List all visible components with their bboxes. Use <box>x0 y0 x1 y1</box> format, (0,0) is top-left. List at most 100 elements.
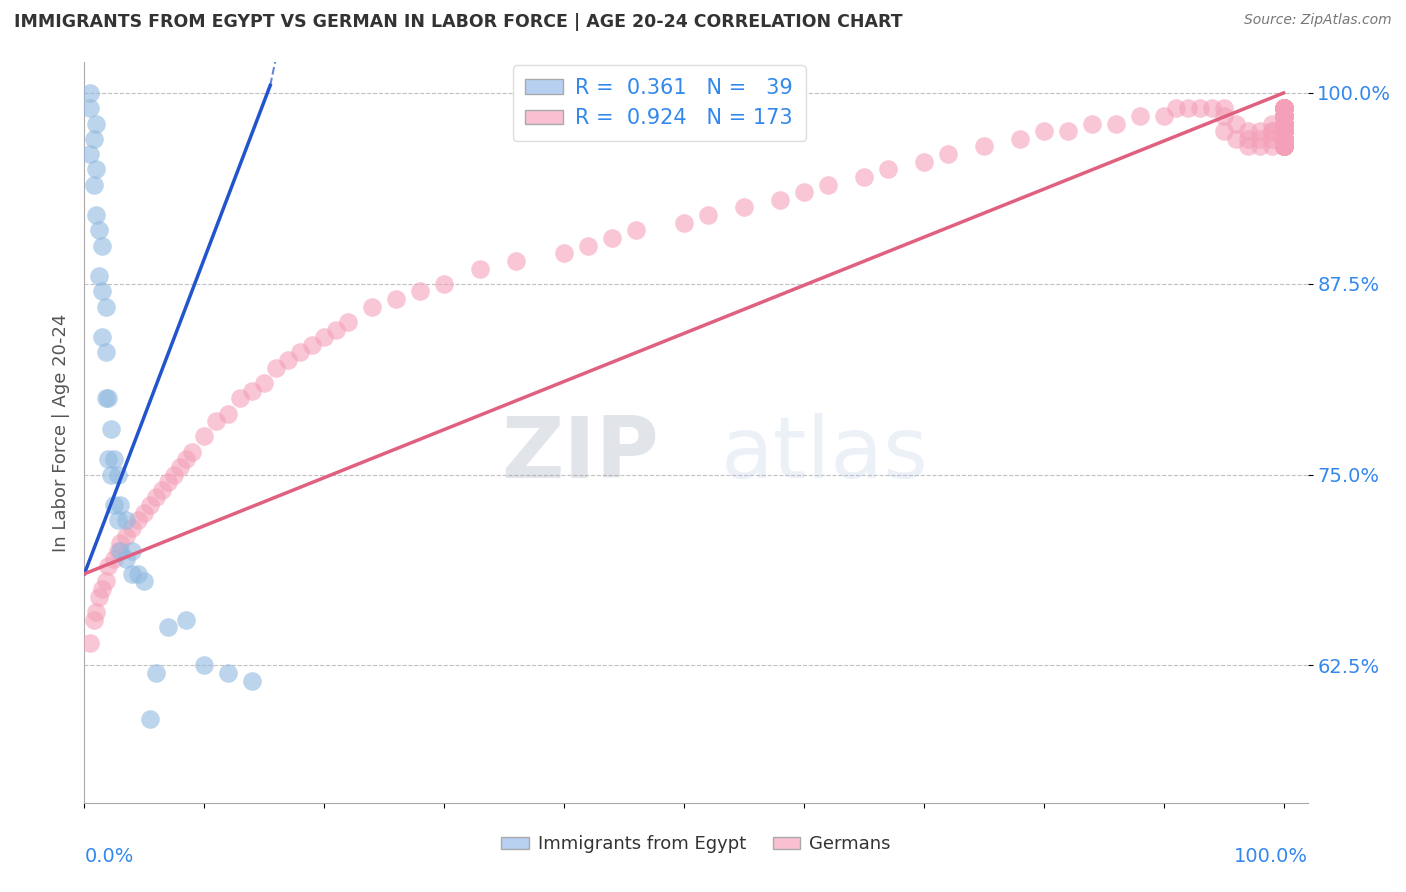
Point <box>79 101 101 115</box>
Point <box>121 544 143 558</box>
Point <box>91 285 114 299</box>
Point <box>1272 116 1295 130</box>
Point <box>1272 139 1295 153</box>
Point <box>1212 124 1234 138</box>
Point <box>174 613 197 627</box>
Point <box>264 360 287 375</box>
Point <box>87 223 110 237</box>
Point <box>193 658 215 673</box>
Point <box>409 285 432 299</box>
Point <box>1272 132 1295 146</box>
Text: Source: ZipAtlas.com: Source: ZipAtlas.com <box>1244 13 1392 28</box>
Point <box>1272 109 1295 123</box>
Point <box>107 544 129 558</box>
Point <box>1272 139 1295 153</box>
Point <box>769 193 792 207</box>
Point <box>1272 132 1295 146</box>
Point <box>1272 109 1295 123</box>
Point <box>110 544 132 558</box>
Point <box>1056 124 1078 138</box>
Point <box>1272 132 1295 146</box>
Point <box>468 261 491 276</box>
Point <box>94 300 117 314</box>
Point <box>1272 132 1295 146</box>
Text: 100.0%: 100.0% <box>1233 847 1308 866</box>
Point <box>1260 132 1282 146</box>
Point <box>83 178 105 192</box>
Point <box>1260 139 1282 153</box>
Point <box>1164 101 1187 115</box>
Point <box>1272 116 1295 130</box>
Point <box>127 566 149 581</box>
Point <box>277 353 299 368</box>
Point <box>240 673 263 688</box>
Point <box>1032 124 1054 138</box>
Point <box>1272 109 1295 123</box>
Point <box>1272 116 1295 130</box>
Point <box>1272 124 1295 138</box>
Point <box>624 223 647 237</box>
Point <box>1272 116 1295 130</box>
Point <box>576 238 599 252</box>
Point <box>1249 139 1271 153</box>
Point <box>1272 132 1295 146</box>
Point <box>1272 109 1295 123</box>
Point <box>1272 132 1295 146</box>
Point <box>1272 132 1295 146</box>
Point <box>86 116 108 130</box>
Point <box>1272 124 1295 138</box>
Point <box>1272 124 1295 138</box>
Point <box>733 201 755 215</box>
Point <box>1272 124 1295 138</box>
Point <box>1272 139 1295 153</box>
Point <box>145 491 167 505</box>
Point <box>110 498 132 512</box>
Point <box>1260 124 1282 138</box>
Point <box>150 483 173 497</box>
Point <box>1272 139 1295 153</box>
Point <box>1272 124 1295 138</box>
Point <box>1080 116 1102 130</box>
Point <box>1236 139 1258 153</box>
Point <box>1272 132 1295 146</box>
Text: 0.0%: 0.0% <box>84 847 134 866</box>
Point <box>1272 116 1295 130</box>
Point <box>1260 124 1282 138</box>
Point <box>1272 139 1295 153</box>
Point <box>115 551 138 566</box>
Point <box>1272 132 1295 146</box>
Point <box>1272 101 1295 115</box>
Point <box>100 422 122 436</box>
Point <box>1272 124 1295 138</box>
Point <box>127 513 149 527</box>
Point <box>79 635 101 649</box>
Point <box>157 620 180 634</box>
Point <box>1008 132 1031 146</box>
Point <box>1272 101 1295 115</box>
Point <box>97 559 120 574</box>
Point <box>301 338 323 352</box>
Point <box>1272 124 1295 138</box>
Point <box>385 292 408 306</box>
Point <box>103 498 125 512</box>
Point <box>79 86 101 100</box>
Point <box>174 452 197 467</box>
Point <box>1272 109 1295 123</box>
Point <box>134 574 156 589</box>
Point <box>1272 132 1295 146</box>
Point <box>169 460 191 475</box>
Point <box>1272 101 1295 115</box>
Point <box>553 246 575 260</box>
Point <box>181 444 204 458</box>
Point <box>1272 101 1295 115</box>
Point <box>86 208 108 222</box>
Point <box>852 169 875 184</box>
Point <box>1272 116 1295 130</box>
Point <box>1272 124 1295 138</box>
Point <box>107 513 129 527</box>
Point <box>1177 101 1199 115</box>
Legend: Immigrants from Egypt, Germans: Immigrants from Egypt, Germans <box>495 828 897 861</box>
Point <box>600 231 623 245</box>
Point <box>1212 101 1234 115</box>
Point <box>1201 101 1223 115</box>
